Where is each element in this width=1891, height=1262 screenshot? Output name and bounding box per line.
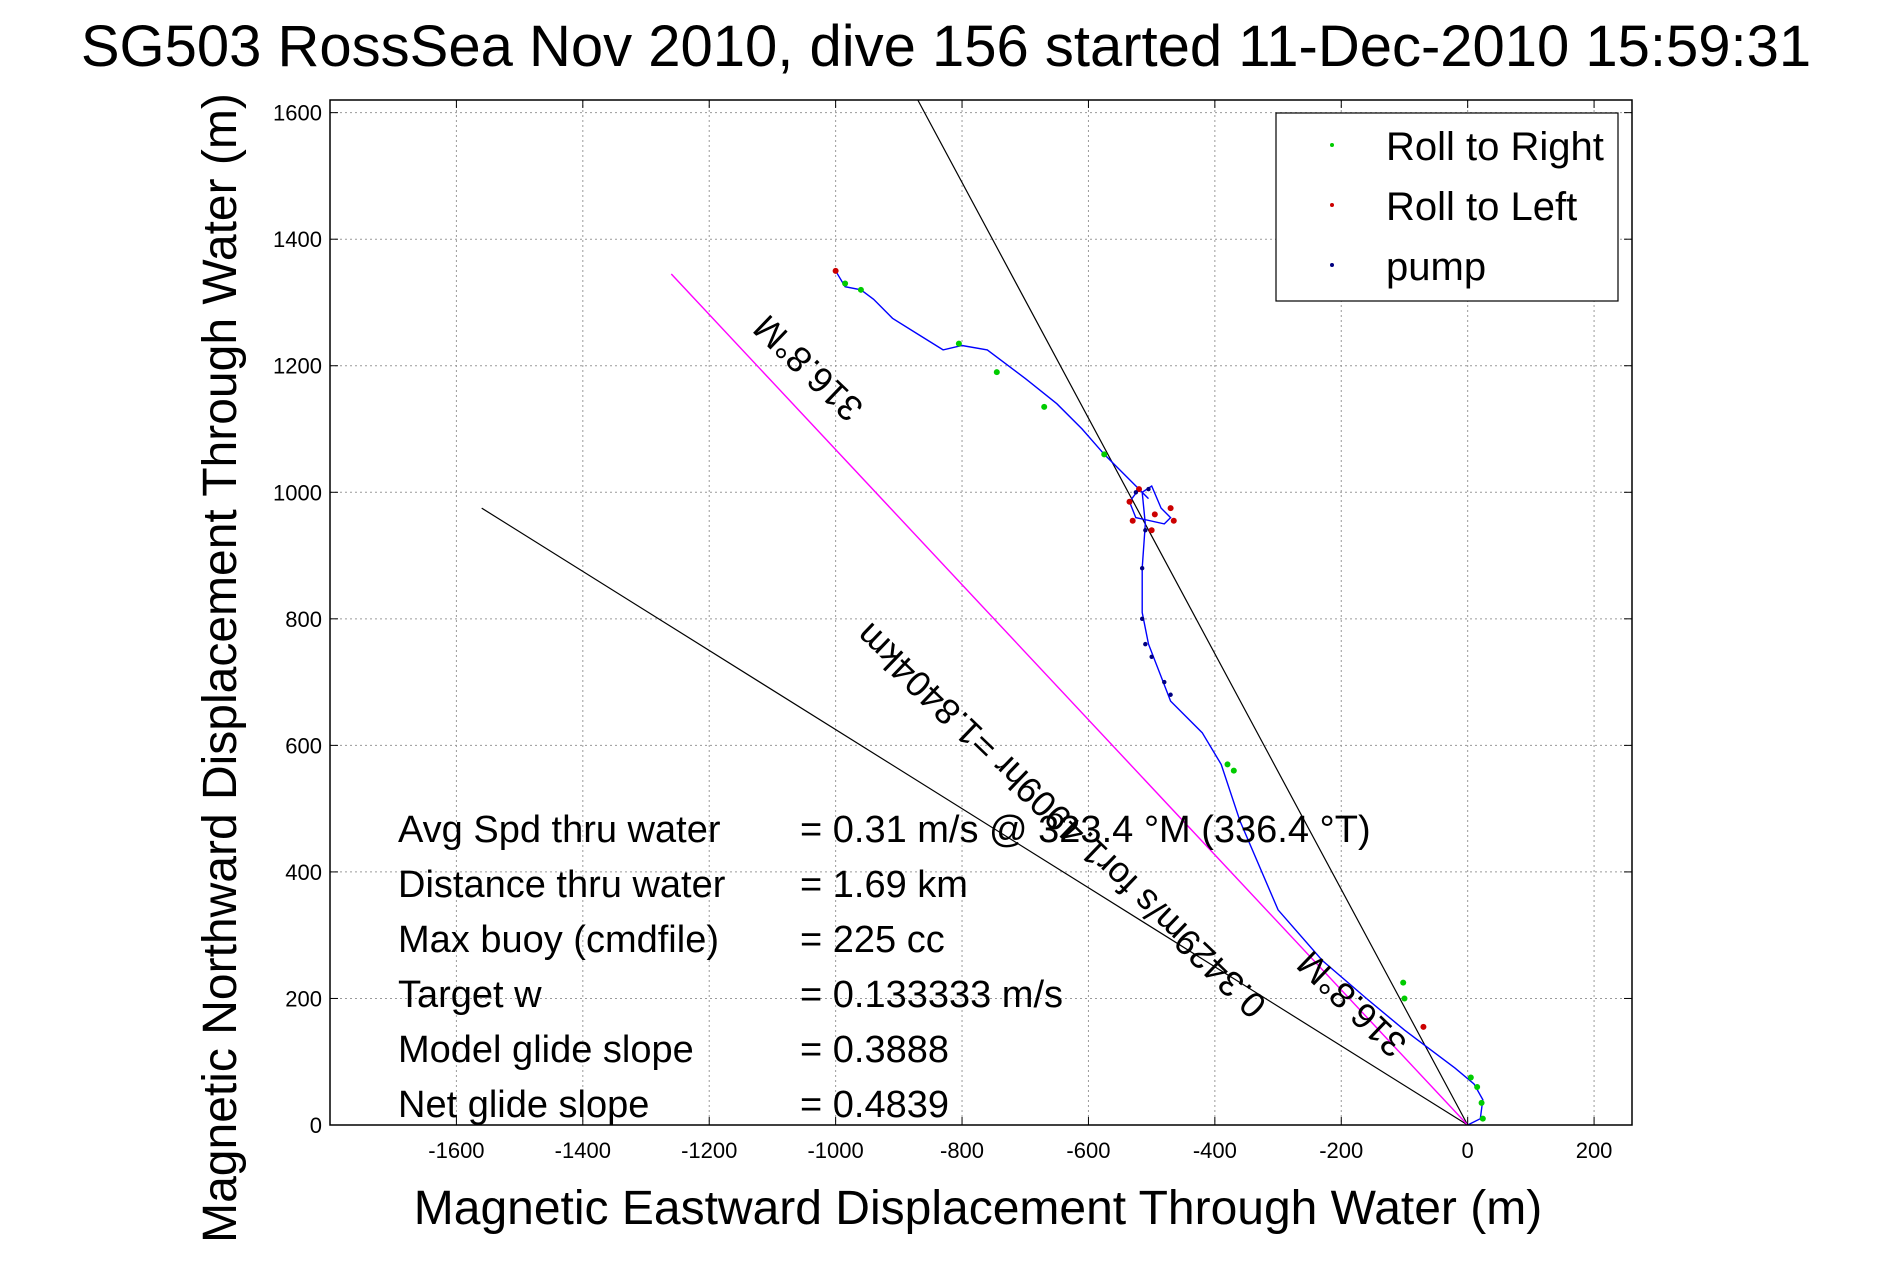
x-tick-label: -200 (1319, 1138, 1363, 1163)
legend-label: pump (1386, 245, 1486, 289)
roll-left-point (1136, 486, 1143, 493)
roll-right-point (1101, 451, 1108, 458)
legend-label: Roll to Left (1386, 185, 1577, 229)
y-tick-label: 200 (285, 986, 322, 1011)
stat-label: Model glide slope (398, 1029, 694, 1071)
roll-left-point (832, 267, 839, 274)
pump-point (1143, 528, 1148, 533)
legend-label: Roll to Right (1386, 125, 1604, 169)
pump-point (1139, 566, 1145, 571)
roll-right-point (1224, 761, 1231, 768)
roll-left-point (1151, 511, 1158, 518)
x-tick-label: 200 (1576, 1138, 1613, 1163)
roll-right-point (1401, 995, 1408, 1002)
legend-marker (1330, 203, 1334, 207)
y-tick-label: 1400 (273, 227, 322, 252)
reference-line (917, 99, 1469, 1126)
roll-right-point (1467, 1074, 1474, 1081)
stat-value: = 0.3888 (800, 1029, 949, 1071)
x-tick-label: -1400 (555, 1138, 611, 1163)
y-tick-label: 600 (285, 733, 322, 758)
legend: Roll to Right Roll to Left pump (1275, 112, 1619, 302)
pump-point (1162, 679, 1167, 685)
pump-point (1149, 654, 1154, 659)
y-tick-label: 0 (310, 1113, 322, 1138)
pump-point (1146, 486, 1151, 492)
stat-label: Target w (398, 974, 542, 1016)
x-tick-label: -1200 (681, 1138, 737, 1163)
chart-title: SG503 RossSea Nov 2010, dive 156 started… (81, 14, 1811, 79)
line-label: 316.8°M (745, 307, 870, 430)
roll-left-point (1129, 517, 1136, 524)
roll-left-point (1126, 498, 1133, 505)
y-tick-label: 1000 (273, 480, 322, 505)
roll-left-point (1148, 527, 1155, 534)
roll-right-point (1041, 403, 1048, 410)
reference-lines (481, 99, 1469, 1126)
roll-left-point (1167, 505, 1174, 512)
x-tick-label: -1000 (807, 1138, 863, 1163)
roll-right-point (842, 280, 849, 287)
heading-line (670, 273, 1469, 1126)
stat-value: = 0.31 m/s @ 323.4 °M (336.4 °T) (800, 809, 1371, 851)
roll-left-point (1170, 517, 1177, 524)
reference-line (481, 507, 1468, 1126)
roll-right-point (955, 340, 962, 347)
roll-left-point (1420, 1023, 1427, 1030)
roll-right-point (1474, 1084, 1481, 1091)
y-axis-label: Magnetic Northward Displacement Through … (194, 93, 247, 1243)
stats-block: Avg Spd thru water = 0.31 m/s @ 323.4 °M … (398, 809, 1371, 1126)
stat-value: = 1.69 km (800, 864, 968, 906)
track-series (834, 270, 1484, 1126)
roll-right-point (993, 369, 1000, 376)
roll-right-point (1230, 767, 1237, 774)
x-tick-label: -400 (1193, 1138, 1237, 1163)
stat-value: = 0.4839 (800, 1084, 949, 1126)
x-tick-label: -600 (1066, 1138, 1110, 1163)
y-tick-label: 1600 (273, 101, 322, 126)
x-tick-label: -1600 (428, 1138, 484, 1163)
legend-marker (1330, 263, 1334, 267)
y-tick-label: 800 (285, 607, 322, 632)
x-axis-label: Magnetic Eastward Displacement Through W… (414, 1182, 1542, 1235)
roll-right-point (1478, 1099, 1485, 1106)
pump-point (1168, 692, 1173, 697)
legend-marker (1330, 143, 1334, 147)
pump-point (1133, 490, 1139, 495)
dive-track-line (834, 270, 1484, 1126)
roll-right-point (1400, 979, 1407, 986)
stat-label: Max buoy (cmdfile) (398, 919, 719, 961)
y-tick-label: 400 (285, 860, 322, 885)
pump-point (1143, 641, 1148, 647)
plot-frame (329, 99, 1633, 1126)
stat-value: = 225 cc (800, 919, 945, 961)
roll-right-point (1479, 1115, 1486, 1122)
stat-label: Net glide slope (398, 1084, 649, 1126)
pump-point (1139, 616, 1145, 622)
roll-right-point (857, 286, 864, 293)
marker-series (832, 267, 1486, 1122)
y-tick-label: 1200 (273, 354, 322, 379)
stat-label: Avg Spd thru water (398, 809, 721, 851)
stat-label: Distance thru water (398, 864, 726, 906)
axes: -1600 -1400 -1200 -1000 -800 -600 -400 -200 0 200… (273, 99, 1633, 1163)
x-tick-label: 0 (1462, 1138, 1474, 1163)
x-tick-label: -800 (940, 1138, 984, 1163)
stat-value: = 0.133333 m/s (800, 974, 1063, 1016)
line-label: 316.8°M (1289, 943, 1414, 1066)
